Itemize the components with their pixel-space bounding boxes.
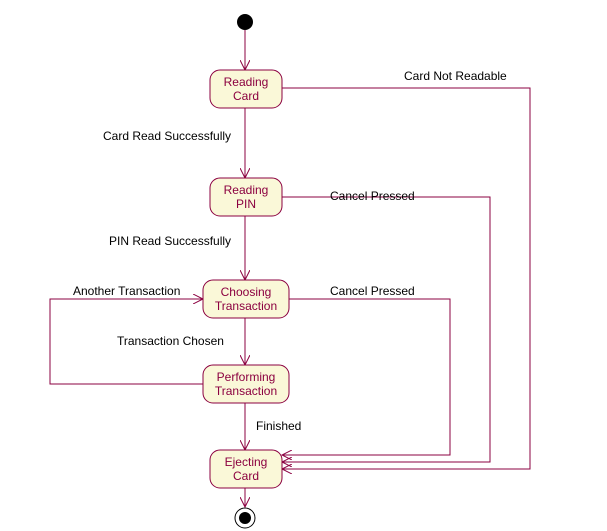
state-ejecting-card-line2: Card: [233, 469, 259, 483]
edge-label-choosing-transaction-performing-transaction: Transaction Chosen: [117, 334, 224, 348]
state-reading-pin-line2: PIN: [236, 197, 256, 211]
state-diagram: Card Read Successfully PIN Read Successfu…: [0, 0, 607, 531]
edge-label-reading-pin-ejecting-card: Cancel Pressed: [330, 189, 415, 203]
state-choosing-transaction-line2: Transaction: [215, 299, 277, 313]
edge-label-choosing-transaction-ejecting-card: Cancel Pressed: [330, 284, 415, 298]
edge-label-reading-card-reading-pin: Card Read Successfully: [103, 129, 231, 143]
state-choosing-transaction: ChoosingTransaction: [203, 280, 289, 318]
state-choosing-transaction-line1: Choosing: [221, 285, 272, 299]
state-reading-card-line1: Reading: [224, 75, 269, 89]
state-reading-pin: ReadingPIN: [210, 178, 282, 216]
state-performing-transaction-line2: Transaction: [215, 384, 277, 398]
edge-label-performing-transaction-ejecting-card: Finished: [256, 419, 301, 433]
edge-label-reading-card-ejecting-card: Card Not Readable: [404, 69, 507, 83]
state-performing-transaction-line1: Performing: [217, 370, 276, 384]
edge-choosing-transaction-ejecting-card: [282, 299, 450, 455]
edge-reading-pin-ejecting-card: [282, 197, 490, 462]
state-ejecting-card: EjectingCard: [210, 450, 282, 488]
edge-label-performing-transaction-choosing-transaction: Another Transaction: [73, 284, 180, 298]
state-ejecting-card-line1: Ejecting: [225, 455, 268, 469]
state-reading-pin-line1: Reading: [224, 183, 269, 197]
state-performing-transaction: PerformingTransaction: [203, 365, 289, 403]
edge-label-reading-pin-choosing-transaction: PIN Read Successfully: [109, 234, 231, 248]
edge-reading-card-ejecting-card: [282, 88, 530, 469]
final-state-dot: [239, 512, 251, 524]
state-reading-card: ReadingCard: [210, 70, 282, 108]
state-reading-card-line2: Card: [233, 89, 259, 103]
initial-state: [237, 14, 253, 30]
